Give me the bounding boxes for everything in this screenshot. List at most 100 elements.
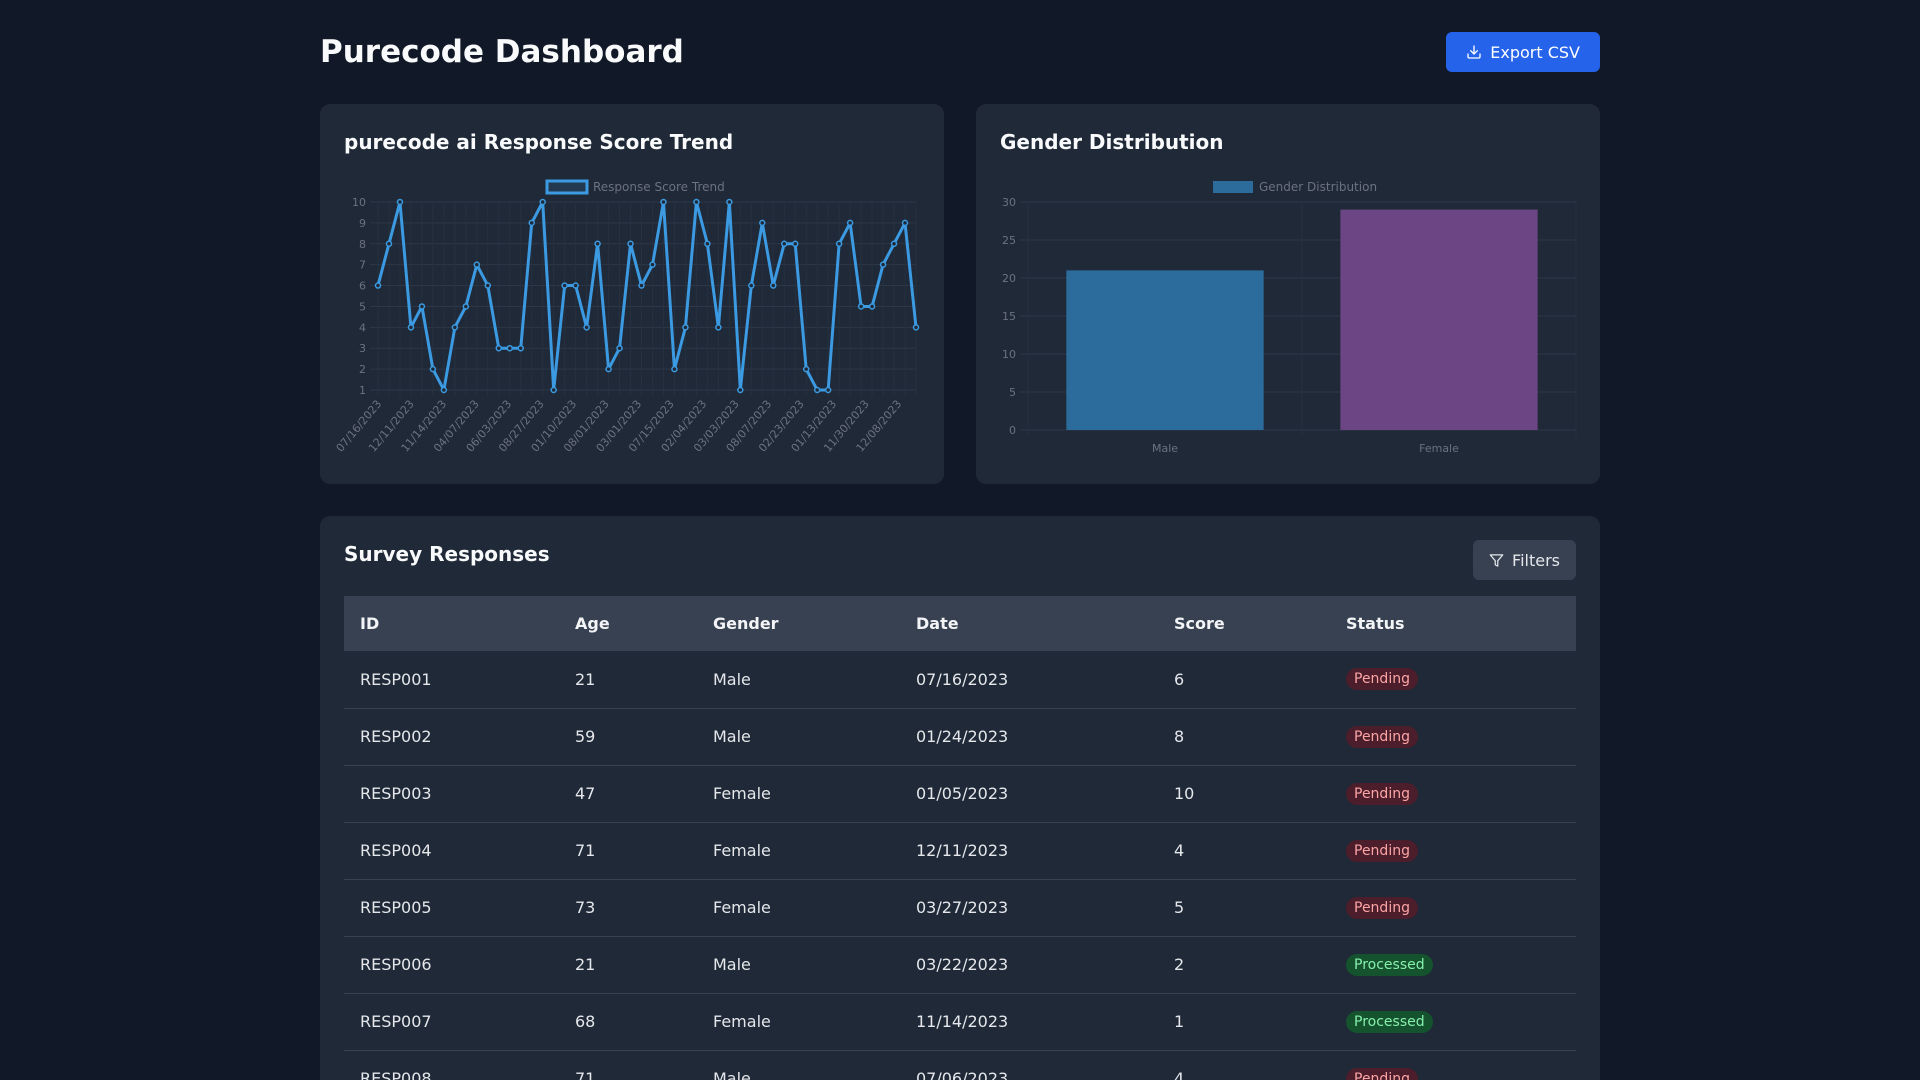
cell-id: RESP002 [344,708,559,766]
cell-score: 8 [1158,708,1330,766]
column-header-gender[interactable]: Gender [713,614,779,633]
y-tick-label: 30 [1002,196,1016,209]
column-header-age[interactable]: Age [575,614,610,633]
data-point[interactable] [759,219,766,227]
data-point[interactable] [671,365,678,373]
data-point[interactable] [693,198,700,206]
cell-age: 21 [559,651,697,709]
cell-status: Pending [1330,708,1576,766]
data-point[interactable] [484,282,492,289]
data-point[interactable] [583,324,590,331]
data-point[interactable] [824,386,832,394]
bar-female[interactable] [1340,209,1538,430]
x-tick-label: Female [1419,442,1459,455]
data-point[interactable] [605,365,612,373]
data-point[interactable] [451,324,459,331]
cell-score: 4 [1158,822,1330,880]
data-point[interactable] [660,198,667,206]
data-point[interactable] [396,198,404,206]
filters-label: Filters [1512,550,1560,570]
data-point[interactable] [748,282,755,289]
filters-button[interactable]: Filters [1473,540,1576,580]
filter-icon [1489,553,1504,567]
data-point[interactable] [726,198,733,206]
data-point[interactable] [440,386,448,394]
table-row[interactable]: RESP008 71 Male 07/06/2023 4 Pending [344,1050,1576,1080]
data-point[interactable] [770,282,777,289]
data-point[interactable] [462,303,470,310]
data-point[interactable] [912,324,920,331]
y-tick-label: 4 [359,321,366,334]
legend-swatch [1213,181,1253,193]
data-point[interactable] [572,282,579,289]
cell-date: 07/06/2023 [900,1050,1158,1080]
data-point[interactable] [857,303,865,310]
line-legend[interactable]: Response Score Trend [545,179,725,195]
data-point[interactable] [528,219,535,227]
cell-date: 03/22/2023 [900,936,1158,994]
data-point[interactable] [407,324,415,331]
data-point[interactable] [901,219,909,227]
data-point[interactable] [539,198,546,206]
cell-date: 12/11/2023 [900,822,1158,880]
data-point[interactable] [780,240,788,248]
bar-legend[interactable]: Gender Distribution [1213,180,1377,194]
data-point[interactable] [682,324,689,331]
data-point[interactable] [649,261,656,268]
table-row[interactable]: RESP002 59 Male 01/24/2023 8 Pending [344,708,1576,766]
column-header-id[interactable]: ID [360,614,380,633]
export-csv-button[interactable]: Export CSV [1446,32,1600,72]
status-badge: Processed [1346,953,1433,976]
cell-age: 73 [559,879,697,937]
data-point[interactable] [550,386,557,394]
table-row[interactable]: RESP006 21 Male 03/22/2023 2 Processed [344,936,1576,994]
table-row[interactable]: RESP004 71 Female 12/11/2023 4 Pending [344,822,1576,880]
data-point[interactable] [517,344,524,352]
cell-id: RESP007 [344,993,559,1051]
data-point[interactable] [737,386,744,394]
data-point[interactable] [791,240,799,248]
data-point[interactable] [835,240,843,248]
survey-responses-card: Survey Responses Filters ID Age Gender D… [320,516,1600,1080]
data-point[interactable] [561,282,568,289]
bar-chart-title: Gender Distribution [1000,130,1224,154]
data-point[interactable] [418,303,426,310]
cell-id: RESP003 [344,765,559,823]
data-point[interactable] [429,365,437,373]
data-point[interactable] [813,386,821,394]
table-row[interactable]: RESP003 47 Female 01/05/2023 10 Pending [344,765,1576,823]
bar-male[interactable] [1066,270,1264,430]
data-point[interactable] [627,240,634,248]
cell-date: 07/16/2023 [900,651,1158,709]
data-point[interactable] [846,219,854,227]
data-point[interactable] [385,240,393,248]
data-point[interactable] [638,282,645,289]
table-row[interactable]: RESP005 73 Female 03/27/2023 5 Pending [344,879,1576,937]
cell-gender: Female [697,879,900,937]
status-badge: Processed [1346,1010,1433,1033]
table-header-row: ID Age Gender Date Score Status [344,596,1576,651]
cell-score: 2 [1158,936,1330,994]
column-header-score[interactable]: Score [1174,614,1225,633]
data-point[interactable] [704,240,711,248]
data-point[interactable] [715,324,722,331]
cell-gender: Male [697,651,900,709]
data-point[interactable] [374,282,382,289]
data-point[interactable] [802,365,810,373]
data-point[interactable] [879,261,887,268]
cell-id: RESP001 [344,651,559,709]
column-header-date[interactable]: Date [916,614,959,633]
status-badge: Pending [1346,896,1418,919]
data-point[interactable] [473,261,481,268]
data-point[interactable] [594,240,601,248]
data-point[interactable] [616,344,623,352]
column-header-status[interactable]: Status [1346,614,1405,633]
data-point[interactable] [890,240,898,248]
table-row[interactable]: RESP001 21 Male 07/16/2023 6 Pending [344,651,1576,709]
cell-score: 1 [1158,993,1330,1051]
table-row[interactable]: RESP007 68 Female 11/14/2023 1 Processed [344,993,1576,1051]
data-point[interactable] [495,344,503,352]
status-badge: Pending [1346,839,1418,862]
data-point[interactable] [868,303,876,310]
data-point[interactable] [506,344,514,352]
